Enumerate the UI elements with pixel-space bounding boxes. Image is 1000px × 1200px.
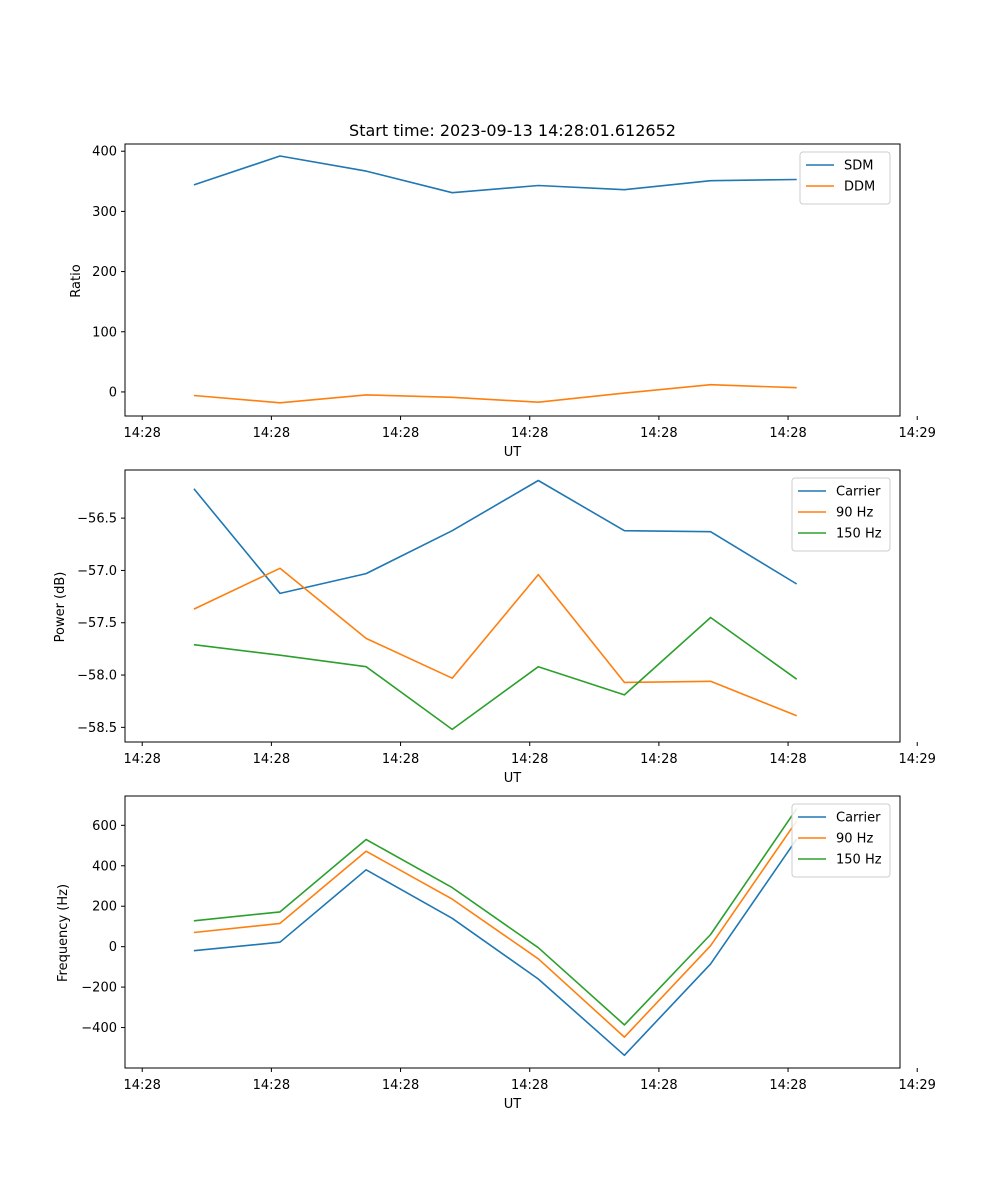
frequency-xtick-label: 14:28	[123, 1078, 160, 1093]
frequency-xlabel: UT	[504, 1097, 522, 1112]
power-xtick-label: 14:28	[511, 752, 548, 767]
frequency-ylabel: Frequency (Hz)	[56, 884, 71, 982]
ratio-xtick-label: 14:28	[382, 426, 419, 441]
ratio-panel: 14:28 14:28 14:28 14:28 14:28 14:28 14:29 0 100 2…	[92, 143, 936, 441]
ratio-legend-label: SDM	[844, 159, 873, 174]
ratio-xtick-label: 14:29	[898, 426, 935, 441]
frequency-ytick-label: −400	[81, 1021, 117, 1036]
power-ytick-label: −58.5	[77, 721, 117, 736]
ratio-series-sdm	[193, 155, 797, 194]
power-ytick-label: −57.5	[77, 616, 117, 631]
frequency-xtick-label: 14:28	[382, 1078, 419, 1093]
chart-title: Start time: 2023-09-13 14:28:01.612652	[349, 121, 676, 140]
power-xtick-label: 14:28	[253, 752, 290, 767]
ratio-xtick-label: 14:28	[511, 426, 548, 441]
power-legend-label: 150 Hz	[836, 527, 882, 542]
frequency-xtick-label: 14:28	[640, 1078, 677, 1093]
frequency-ytick-label: 200	[92, 900, 117, 915]
ratio-series-ddm	[193, 383, 797, 404]
ratio-ytick-label: 100	[92, 325, 117, 340]
ratio-xlabel: UT	[504, 445, 522, 460]
frequency-series-150-hz	[193, 808, 798, 1026]
ratio-ylabel: Ratio	[69, 264, 84, 297]
frequency-series-carrier	[193, 838, 798, 1057]
power-legend-label: Carrier	[836, 485, 881, 500]
power-ytick-label: −56.5	[77, 512, 117, 527]
power-legend-label: 90 Hz	[836, 506, 873, 521]
power-panel: 14:28 14:28 14:28 14:28 14:28 14:28 14:29 −56.5…	[77, 469, 936, 767]
power-xtick-label: 14:28	[640, 752, 677, 767]
ratio-ytick-label: 200	[92, 265, 117, 280]
ratio-xtick-label: 14:28	[123, 426, 160, 441]
ratio-xtick-label: 14:28	[253, 426, 290, 441]
frequency-xtick-label: 14:28	[511, 1078, 548, 1093]
ratio-ytick-label: 0	[109, 385, 117, 400]
frequency-ytick-label: 600	[92, 819, 117, 834]
frequency-panel: 14:28 14:28 14:28 14:28 14:28 14:28 14:29 600 40…	[81, 795, 936, 1093]
power-xtick-label: 14:28	[769, 752, 806, 767]
ratio-xtick-label: 14:28	[640, 426, 677, 441]
ratio-ytick-label: 400	[92, 145, 117, 160]
ratio-ytick-label: 300	[92, 205, 117, 220]
power-ylabel: Power (dB)	[53, 572, 68, 643]
frequency-legend-label: Carrier	[836, 811, 881, 826]
ratio-xtick-label: 14:28	[769, 426, 806, 441]
frequency-ytick-label: 0	[109, 940, 117, 955]
frequency-axes-frame	[124, 795, 901, 1069]
power-xtick-label: 14:29	[898, 752, 935, 767]
ratio-axes-frame	[124, 143, 901, 417]
power-ytick-label: −58.0	[77, 669, 117, 684]
power-xtick-label: 14:28	[382, 752, 419, 767]
power-ytick-label: −57.0	[77, 564, 117, 579]
frequency-legend-label: 150 Hz	[836, 853, 882, 868]
power-series-90-hz	[193, 567, 797, 717]
ratio-legend-label: DDM	[844, 180, 875, 195]
frequency-xtick-label: 14:28	[253, 1078, 290, 1093]
frequency-ytick-label: 400	[92, 859, 117, 874]
frequency-legend-label: 90 Hz	[836, 832, 873, 847]
power-xtick-label: 14:28	[123, 752, 160, 767]
frequency-ytick-label: −200	[81, 981, 117, 996]
power-axes-frame	[124, 469, 901, 743]
frequency-xtick-label: 14:28	[769, 1078, 806, 1093]
frequency-series-90-hz	[193, 820, 798, 1038]
power-series-carrier	[193, 479, 798, 595]
power-series-150-hz	[193, 616, 798, 731]
frequency-xtick-label: 14:29	[898, 1078, 935, 1093]
power-xlabel: UT	[504, 771, 522, 786]
